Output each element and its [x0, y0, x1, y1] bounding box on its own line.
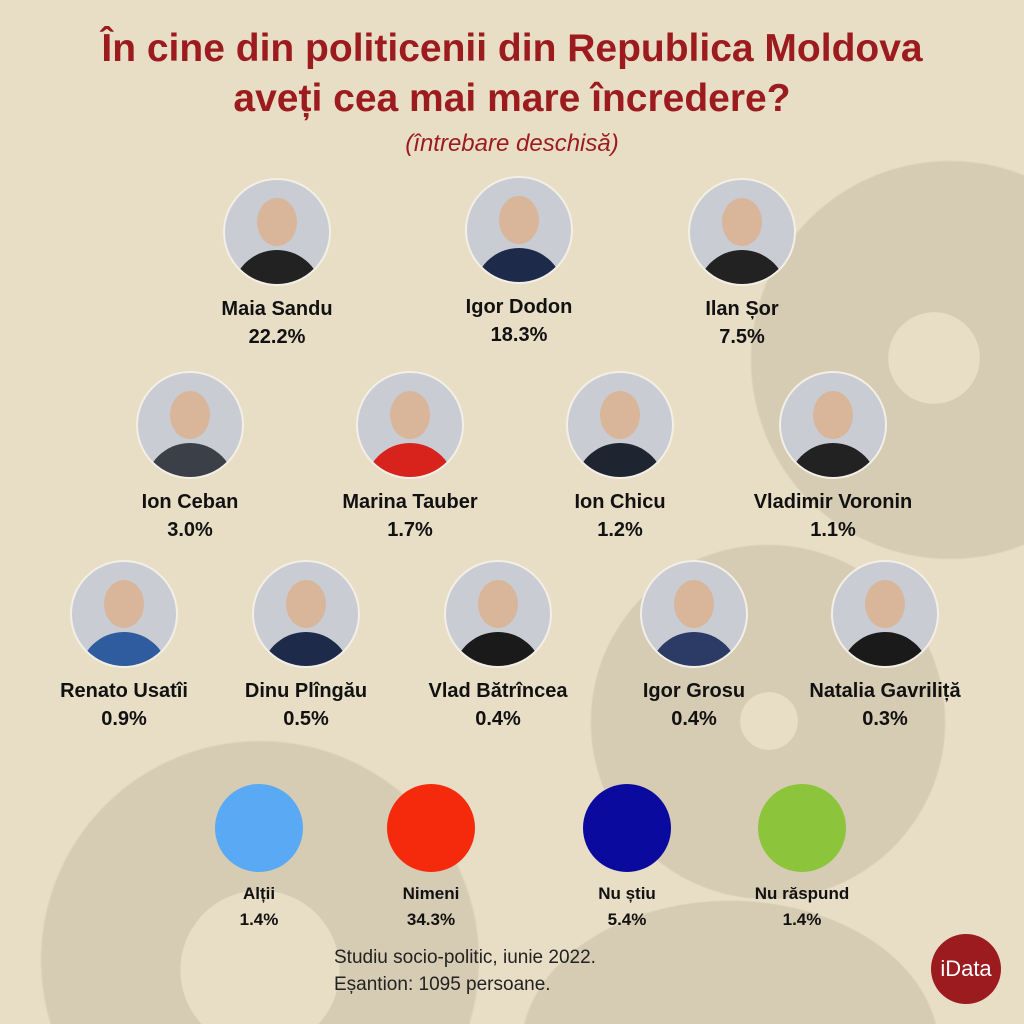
person-card: Ion Ceban 3.0% [90, 371, 290, 542]
person-card: Dinu Plîngău 0.5% [206, 560, 406, 731]
answer-label: Alții [242, 884, 276, 903]
photo-body [145, 443, 235, 477]
person-card: Renato Usatîi 0.9% [24, 560, 224, 731]
person-photo [688, 178, 796, 286]
answer-percent: 34.3% [406, 910, 456, 929]
photo-body [365, 443, 455, 477]
photo-body [261, 632, 351, 666]
subtitle: (întrebare deschisă) [405, 130, 619, 157]
person-card: Igor Dodon 18.3% [419, 176, 619, 347]
answer-percent: 1.4% [239, 910, 279, 929]
photo-body [79, 632, 169, 666]
photo-head [286, 580, 326, 628]
person-card: Natalia Gavriliță 0.3% [785, 560, 985, 731]
person-name: Igor Grosu [642, 680, 746, 702]
photo-body [575, 443, 665, 477]
person-photo [640, 560, 748, 668]
answer-label: Nu răspund [754, 884, 850, 903]
answer-percent: 1.4% [782, 910, 822, 929]
photo-head [170, 391, 210, 439]
person-photo [356, 371, 464, 479]
person-percent: 0.5% [283, 708, 329, 730]
person-card: Ilan Șor 7.5% [642, 178, 842, 349]
photo-body [453, 632, 543, 666]
photo-head [499, 196, 539, 244]
person-percent: 0.3% [862, 708, 908, 730]
answer-color-dot [387, 784, 475, 872]
answer-item: Alții 1.4% [159, 784, 359, 930]
photo-body [840, 632, 930, 666]
photo-head [257, 198, 297, 246]
person-photo [136, 371, 244, 479]
photo-body [697, 250, 787, 284]
person-photo [831, 560, 939, 668]
photo-body [232, 250, 322, 284]
person-photo [566, 371, 674, 479]
person-card: Vladimir Voronin 1.1% [733, 371, 933, 542]
person-photo [444, 560, 552, 668]
person-percent: 22.2% [248, 326, 306, 348]
person-name: Natalia Gavriliță [809, 680, 961, 702]
person-name: Renato Usatîi [60, 680, 188, 702]
answer-label: Nu știu [598, 884, 656, 903]
answer-label: Nimeni [402, 884, 460, 903]
person-name: Ilan Șor [705, 298, 779, 320]
person-name: Igor Dodon [465, 296, 573, 318]
photo-body [649, 632, 739, 666]
answer-item: Nu știu 5.4% [527, 784, 727, 930]
person-name: Marina Tauber [342, 491, 478, 513]
person-percent: 1.7% [387, 519, 433, 541]
person-name: Vlad Bătrîncea [428, 680, 568, 702]
answer-color-dot [583, 784, 671, 872]
person-card: Marina Tauber 1.7% [310, 371, 510, 542]
person-percent: 1.1% [810, 519, 856, 541]
photo-body [474, 248, 564, 282]
person-card: Vlad Bătrîncea 0.4% [398, 560, 598, 731]
person-name: Ion Ceban [141, 491, 239, 513]
person-photo [465, 176, 573, 284]
photo-head [104, 580, 144, 628]
photo-head [674, 580, 714, 628]
answer-item: Nu răspund 1.4% [702, 784, 902, 930]
person-photo [779, 371, 887, 479]
person-name: Maia Sandu [221, 298, 333, 320]
person-percent: 3.0% [167, 519, 213, 541]
photo-head [600, 391, 640, 439]
answer-color-dot [758, 784, 846, 872]
person-percent: 0.4% [671, 708, 717, 730]
idata-logo: iData [931, 934, 1001, 1004]
person-percent: 18.3% [490, 324, 548, 346]
footnote: Studiu socio-politic, iunie 2022. Eșanti… [334, 944, 596, 998]
person-percent: 1.2% [597, 519, 643, 541]
footnote-study: Studiu socio-politic, iunie 2022. [334, 947, 596, 968]
person-percent: 0.4% [475, 708, 521, 730]
person-photo [252, 560, 360, 668]
answer-item: Nimeni 34.3% [331, 784, 531, 930]
person-photo [70, 560, 178, 668]
person-card: Igor Grosu 0.4% [594, 560, 794, 731]
person-card: Ion Chicu 1.2% [520, 371, 720, 542]
title-line-2: aveți cea mai mare încredere? [233, 77, 791, 120]
answer-percent: 5.4% [607, 910, 647, 929]
photo-head [813, 391, 853, 439]
person-percent: 7.5% [719, 326, 765, 348]
person-name: Ion Chicu [574, 491, 666, 513]
person-percent: 0.9% [101, 708, 147, 730]
photo-head [390, 391, 430, 439]
person-photo [223, 178, 331, 286]
photo-head [865, 580, 905, 628]
page-title: În cine din politicenii din Republica Mo… [0, 24, 1024, 124]
photo-head [478, 580, 518, 628]
person-name: Dinu Plîngău [244, 680, 368, 702]
title-line-1: În cine din politicenii din Republica Mo… [101, 27, 923, 70]
photo-body [788, 443, 878, 477]
person-name: Vladimir Voronin [753, 491, 913, 513]
answer-color-dot [215, 784, 303, 872]
person-card: Maia Sandu 22.2% [177, 178, 377, 349]
footnote-sample: Eșantion: 1095 persoane. [334, 974, 551, 995]
photo-head [722, 198, 762, 246]
